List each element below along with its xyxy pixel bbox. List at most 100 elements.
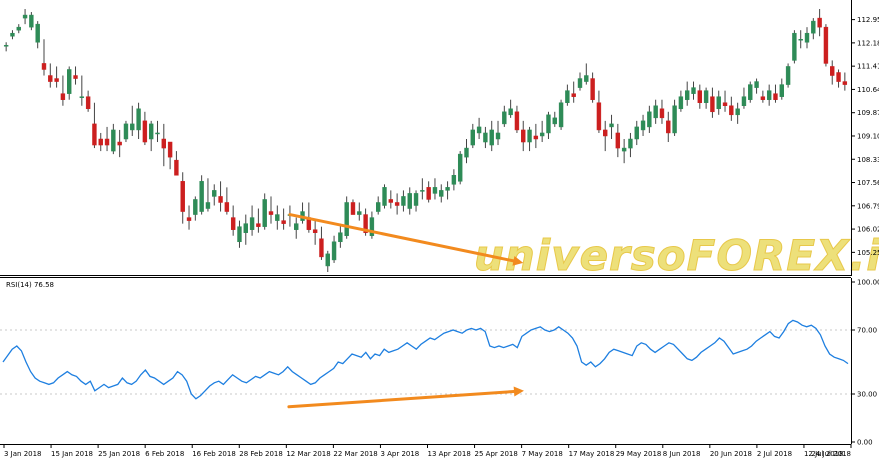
candle-body-down [836, 72, 841, 82]
candle [495, 120, 501, 146]
time-tick-label: 3 Jan 2018 [4, 450, 42, 458]
candle [533, 123, 539, 149]
candle [439, 184, 444, 203]
candle [798, 30, 803, 49]
candle [703, 87, 709, 109]
candle [527, 126, 532, 152]
candle [319, 226, 324, 260]
candle [394, 193, 400, 215]
rsi-panel[interactable]: RSI(14) 76.58 100.00 70.00 30.00 0.00 [0, 278, 879, 447]
candle-body-down [230, 217, 236, 230]
time-tick-label: 7 May 2018 [522, 450, 563, 458]
candle-body-down [697, 90, 703, 103]
candle-body-up [577, 78, 583, 88]
candle-body-up [3, 45, 9, 47]
price-panel[interactable]: universoFOREX.it 112.950112.180111.41011… [0, 0, 879, 281]
time-tick-label: 13 Apr 2018 [428, 450, 471, 458]
candle-body-down [760, 96, 766, 100]
candle-body-up [79, 96, 85, 98]
candle-body-down [48, 75, 53, 82]
candle-body-up [779, 84, 784, 97]
candle-body-up [684, 90, 690, 100]
candle-body-up [357, 211, 362, 215]
price-tick-label: 108.330 [857, 156, 879, 164]
candle [748, 81, 753, 103]
candle [640, 114, 646, 136]
candle [325, 250, 330, 272]
candle-body-down [117, 141, 122, 146]
candle-body-down [281, 220, 286, 224]
candle [773, 84, 778, 103]
candle [230, 205, 236, 236]
candle [666, 111, 671, 143]
candle-body-up [457, 153, 463, 182]
time-tick-label: 24 Jul 2018 [811, 450, 851, 458]
candle-body-up [67, 69, 72, 94]
candle-body-up [483, 132, 488, 143]
candle-body-up [527, 129, 532, 143]
candle [621, 139, 627, 164]
candle-body-down [830, 66, 835, 76]
candle [79, 75, 85, 106]
candle [735, 102, 740, 124]
candle [741, 87, 747, 109]
candle [684, 81, 690, 106]
candle-body-up [628, 138, 633, 149]
candle [262, 193, 267, 230]
candle-body-up [502, 111, 507, 125]
candle-body-up [647, 111, 652, 128]
candle-body-up [539, 132, 545, 137]
candle [603, 120, 608, 152]
candle [628, 132, 633, 158]
candle-body-down [615, 132, 621, 149]
candle [502, 105, 507, 127]
candle-body-up [199, 181, 204, 212]
candle-body-down [98, 138, 103, 146]
candle [558, 99, 564, 130]
time-tick-label: 17 May 2018 [569, 450, 615, 458]
candle-body-down [773, 93, 778, 100]
candle-body-up [432, 187, 438, 194]
candle-body-up [741, 96, 747, 106]
candle-body-up [205, 202, 211, 209]
candle [312, 220, 318, 245]
candle [350, 199, 356, 215]
price-tick-label: 111.410 [857, 63, 879, 71]
candle [830, 60, 835, 85]
candle [401, 190, 406, 212]
candle [609, 114, 614, 139]
time-tick-label: 3 Apr 2018 [380, 450, 419, 458]
candle [836, 69, 841, 88]
candle-body-up [565, 90, 570, 103]
time-tick-label: 15 Jan 2018 [51, 450, 93, 458]
candle [407, 187, 412, 215]
candle [237, 220, 242, 248]
candle [653, 99, 658, 124]
candle [224, 187, 230, 215]
candle [243, 214, 248, 245]
candle [369, 211, 375, 239]
candle-body-up [754, 81, 759, 88]
candle-body-down [729, 105, 734, 116]
candle [754, 78, 759, 94]
candle [338, 223, 343, 248]
candle-body-up [546, 114, 551, 134]
candle-body-up [148, 123, 154, 140]
price-tick-label: 109.870 [857, 109, 879, 117]
candle [104, 126, 110, 152]
candle [212, 184, 217, 206]
price-tick-label: 106.020 [857, 226, 879, 234]
candle [357, 202, 362, 221]
candle-body-up [344, 202, 349, 236]
candle-body-down [104, 138, 110, 146]
candle-body-down [167, 141, 173, 158]
candle-body-up [29, 14, 34, 28]
candle [54, 66, 59, 88]
candle [268, 196, 274, 224]
candle [697, 84, 703, 109]
candle [539, 120, 545, 143]
candle-body-down [142, 120, 148, 143]
rsi-legend: RSI(14) 76.58 [6, 281, 54, 289]
candle-body-up [703, 90, 709, 103]
candle-body-down [85, 96, 91, 110]
